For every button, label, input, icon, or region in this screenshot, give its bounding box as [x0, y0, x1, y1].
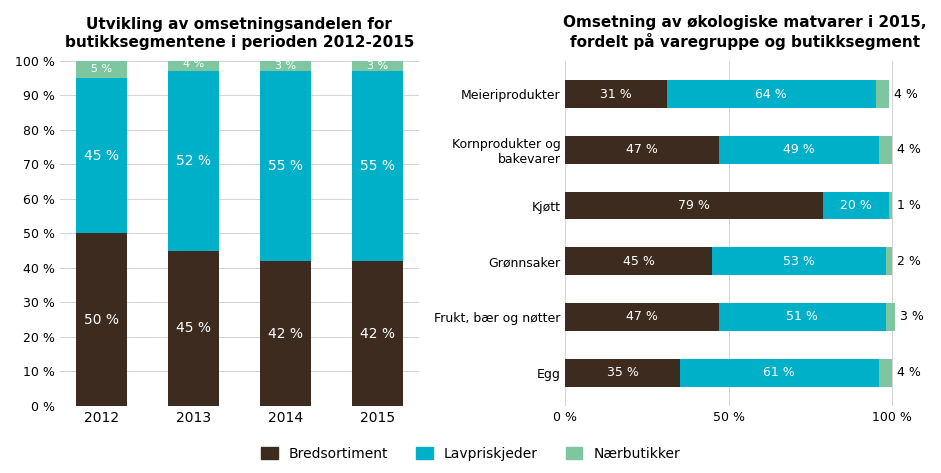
- Bar: [566, 303, 719, 331]
- Title: Utvikling av omsetningsandelen for
butikksegmentene i perioden 2012-2015: Utvikling av omsetningsandelen for butik…: [65, 18, 414, 50]
- Text: 4 %: 4 %: [897, 143, 921, 156]
- Bar: [566, 80, 666, 108]
- Bar: [566, 136, 719, 164]
- Text: 2 %: 2 %: [897, 254, 921, 268]
- Text: 3 %: 3 %: [275, 61, 296, 71]
- Text: 55 %: 55 %: [268, 159, 303, 173]
- Bar: [719, 303, 885, 331]
- Text: 3 %: 3 %: [901, 310, 924, 324]
- Bar: [566, 247, 712, 275]
- Text: 50 %: 50 %: [84, 313, 119, 327]
- Bar: [76, 78, 127, 233]
- Bar: [823, 192, 889, 219]
- Text: 4 %: 4 %: [897, 366, 921, 379]
- Bar: [76, 61, 127, 78]
- Text: 45 %: 45 %: [176, 321, 211, 335]
- Bar: [889, 192, 892, 219]
- Text: 49 %: 49 %: [783, 143, 815, 156]
- Legend: Bredsortiment, Lavpriskjeder, Nærbutikker: Bredsortiment, Lavpriskjeder, Nærbutikke…: [255, 441, 686, 466]
- Bar: [876, 80, 889, 108]
- Text: 3 %: 3 %: [367, 61, 388, 71]
- Bar: [885, 303, 895, 331]
- Bar: [679, 359, 879, 386]
- Bar: [76, 233, 127, 406]
- Title: Omsetning av økologiske matvarer i 2015,
fordelt på varegruppe og butikksegment: Omsetning av økologiske matvarer i 2015,…: [564, 15, 927, 50]
- Text: 51 %: 51 %: [787, 310, 818, 324]
- Bar: [566, 192, 823, 219]
- Bar: [712, 247, 885, 275]
- Bar: [260, 71, 311, 261]
- Text: 4 %: 4 %: [183, 59, 204, 69]
- Bar: [168, 71, 218, 251]
- Text: 20 %: 20 %: [840, 199, 872, 212]
- Bar: [352, 71, 403, 261]
- Bar: [879, 359, 892, 386]
- Bar: [260, 261, 311, 406]
- Text: 53 %: 53 %: [783, 254, 815, 268]
- Text: 1 %: 1 %: [897, 199, 921, 212]
- Text: 42 %: 42 %: [268, 326, 303, 341]
- Bar: [168, 57, 218, 71]
- Text: 45 %: 45 %: [623, 254, 655, 268]
- Text: 47 %: 47 %: [626, 143, 658, 156]
- Text: 64 %: 64 %: [756, 88, 787, 101]
- Bar: [352, 61, 403, 71]
- Text: 35 %: 35 %: [607, 366, 638, 379]
- Bar: [719, 136, 879, 164]
- Bar: [566, 359, 679, 386]
- Text: 47 %: 47 %: [626, 310, 658, 324]
- Bar: [885, 247, 892, 275]
- Bar: [879, 136, 892, 164]
- Text: 5 %: 5 %: [91, 64, 112, 74]
- Bar: [352, 261, 403, 406]
- Text: 42 %: 42 %: [360, 326, 395, 341]
- Bar: [666, 80, 876, 108]
- Text: 55 %: 55 %: [360, 159, 395, 173]
- Text: 52 %: 52 %: [176, 154, 211, 168]
- Text: 61 %: 61 %: [763, 366, 795, 379]
- Bar: [260, 61, 311, 71]
- Text: 31 %: 31 %: [600, 88, 631, 101]
- Text: 4 %: 4 %: [894, 88, 917, 101]
- Text: 45 %: 45 %: [84, 149, 119, 163]
- Bar: [168, 251, 218, 406]
- Text: 79 %: 79 %: [678, 199, 710, 212]
